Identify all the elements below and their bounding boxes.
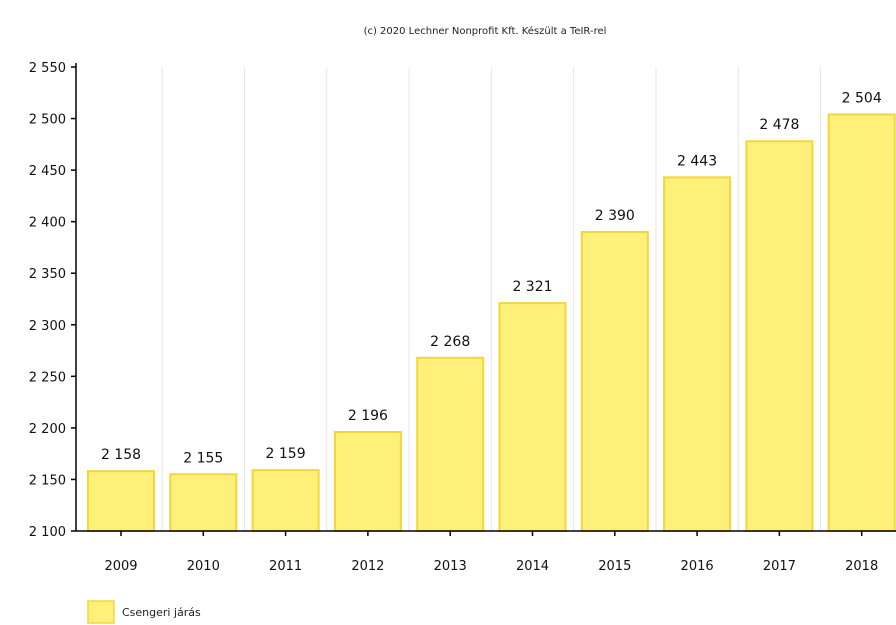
x-tick-label: 2016 xyxy=(681,559,714,574)
y-tick-label: 2 250 xyxy=(29,370,66,385)
data-label-2013: 2 268 xyxy=(430,334,470,350)
x-tick-label: 2018 xyxy=(845,559,878,574)
chart-credit: (c) 2020 Lechner Nonprofit Kft. Készült … xyxy=(364,25,607,37)
y-tick-label: 2 150 xyxy=(29,473,66,488)
y-tick-label: 2 550 xyxy=(29,61,66,76)
y-tick-label: 2 100 xyxy=(29,525,66,540)
x-tick-label: 2011 xyxy=(269,559,302,574)
axes: 2 100 2 150 2 200 2 250 2 300 2 350 2 400 2 450… xyxy=(29,61,896,574)
bar-2009 xyxy=(87,470,155,532)
x-tick-label: 2015 xyxy=(598,559,631,574)
bar-2016 xyxy=(663,176,732,532)
data-label-2009: 2 158 xyxy=(101,447,141,463)
y-tick-label: 2 200 xyxy=(29,422,66,437)
data-label-2015: 2 390 xyxy=(595,208,635,224)
grid-lines xyxy=(161,67,822,531)
bar-2010 xyxy=(169,473,238,532)
y-tick-label: 2 500 xyxy=(29,113,66,128)
bar-2014 xyxy=(498,302,567,532)
legend-label: Csengeri járás xyxy=(122,606,201,619)
data-label-2011: 2 159 xyxy=(266,446,306,462)
x-tick-label: 2010 xyxy=(187,559,220,574)
y-tick-label: 2 350 xyxy=(29,267,66,282)
data-label-2017: 2 478 xyxy=(759,117,799,133)
y-tick-label: 2 450 xyxy=(29,164,66,179)
x-tick-label: 2013 xyxy=(434,559,467,574)
y-tick-label: 2 400 xyxy=(29,216,66,231)
bar-2018 xyxy=(827,113,896,532)
legend-swatch xyxy=(87,600,115,624)
data-label-2012: 2 196 xyxy=(348,408,388,424)
x-tick-label: 2017 xyxy=(763,559,796,574)
bar-2017 xyxy=(745,140,814,533)
bars: 2 158 2 155 2 159 2 196 2 268 2 321 2 390 2 443… xyxy=(87,90,896,533)
bar-2015 xyxy=(580,230,649,532)
data-label-2010: 2 155 xyxy=(183,450,223,466)
data-label-2018: 2 504 xyxy=(842,90,882,106)
x-tick-label: 2009 xyxy=(104,559,137,574)
bar-2011 xyxy=(251,469,320,533)
bar-2012 xyxy=(333,431,402,532)
x-tick-label: 2012 xyxy=(351,559,384,574)
data-label-2014: 2 321 xyxy=(512,279,552,295)
bar-2013 xyxy=(416,356,485,533)
legend: Csengeri járás xyxy=(87,600,201,624)
y-tick-label: 2 300 xyxy=(29,319,66,334)
x-tick-label: 2014 xyxy=(516,559,549,574)
data-label-2016: 2 443 xyxy=(677,153,717,169)
